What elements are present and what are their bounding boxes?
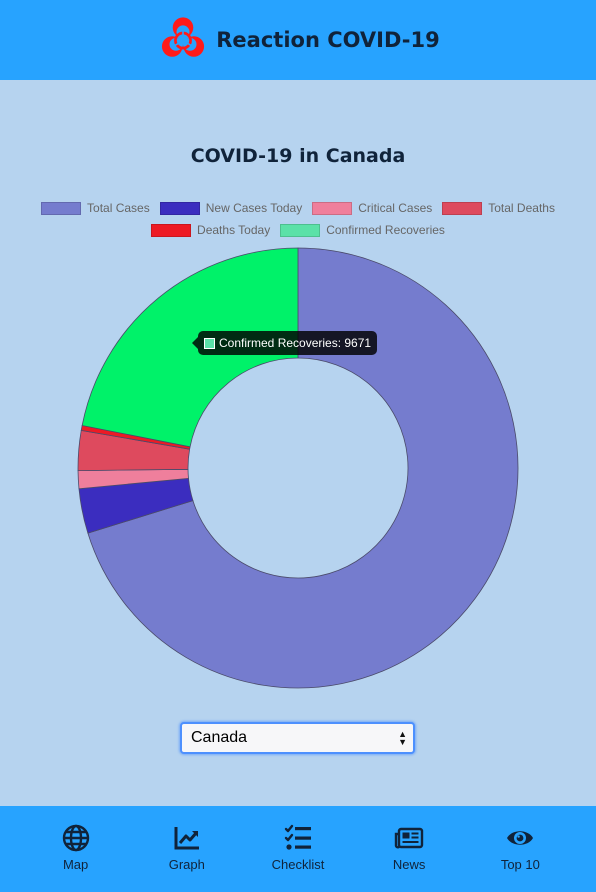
nav-item-top-10[interactable]: Top 10	[470, 806, 570, 892]
legend-item[interactable]: Total Cases	[41, 200, 150, 216]
nav-label-checklist: Checklist	[271, 857, 325, 872]
legend-label: Total Cases	[87, 201, 150, 215]
legend-label: Confirmed Recoveries	[326, 223, 445, 237]
doughnut-slice[interactable]	[81, 247, 299, 448]
legend-item[interactable]: Deaths Today	[151, 222, 270, 238]
bottom-nav: Map Graph Checklist	[0, 806, 596, 892]
top-app-bar: Reaction COVID-19	[0, 0, 596, 80]
chart-tooltip: Confirmed Recoveries: 9671	[191, 331, 378, 355]
country-select-value: Canada	[191, 729, 248, 746]
legend-item[interactable]: Total Deaths	[442, 200, 555, 216]
nav-item-news[interactable]: News	[359, 806, 459, 892]
nav-label-news: News	[392, 857, 426, 872]
tooltip-label: Confirmed Recoveries: 9671	[219, 336, 372, 350]
nav-label-map: Map	[62, 857, 89, 872]
newspaper-icon	[394, 827, 424, 849]
legend-swatch	[41, 201, 82, 215]
chart-line-icon	[174, 827, 199, 850]
nav-item-checklist[interactable]: Checklist	[248, 806, 348, 892]
checklist-icon	[284, 824, 311, 850]
legend-label: Deaths Today	[197, 223, 271, 237]
tooltip-swatch	[204, 337, 215, 349]
app-title: Reaction COVID-19	[216, 28, 440, 52]
nav-item-graph[interactable]: Graph	[137, 806, 237, 892]
select-arrows-icon: ▲ ▼	[398, 729, 407, 747]
legend-item[interactable]: Confirmed Recoveries	[280, 222, 445, 238]
legend-item[interactable]: Critical Cases	[312, 200, 432, 216]
legend-label: New Cases Today	[205, 201, 303, 215]
doughnut-slice[interactable]	[87, 247, 519, 689]
chart-legend: Total Cases New Cases Today Critical Cases…	[20, 200, 576, 238]
legend-item[interactable]: New Cases Today	[159, 200, 303, 216]
legend-swatch	[442, 201, 483, 215]
country-select[interactable]: Canada ▲ ▼	[180, 722, 415, 754]
chart-title: COVID-19 in Canada	[190, 145, 406, 167]
nav-label-top-10: Top 10	[500, 857, 540, 872]
legend-label: Critical Cases	[358, 201, 433, 215]
legend-swatch	[151, 223, 192, 237]
nav-label-graph: Graph	[168, 857, 205, 872]
globe-icon	[62, 824, 89, 852]
legend-swatch	[280, 223, 321, 237]
nav-item-map[interactable]: Map	[26, 806, 126, 892]
eye-icon	[507, 831, 534, 845]
legend-swatch	[159, 201, 200, 215]
biohazard-icon	[162, 17, 205, 57]
legend-label: Total Deaths	[488, 201, 555, 215]
brand[interactable]: Reaction COVID-19	[156, 13, 440, 67]
legend-swatch	[312, 201, 353, 215]
doughnut-chart[interactable]	[0, 240, 596, 700]
